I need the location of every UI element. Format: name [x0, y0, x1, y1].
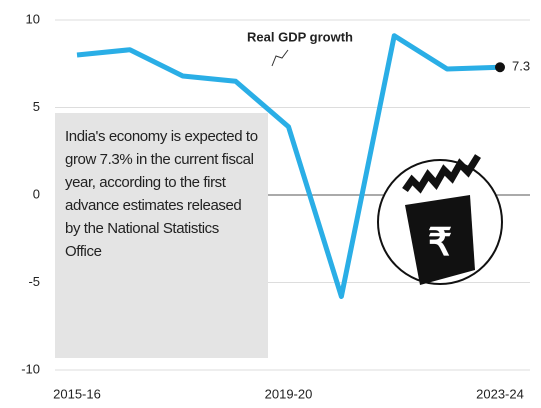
rupee-icon: ₹ [377, 154, 503, 285]
x-tick-label: 2015-16 [53, 386, 101, 401]
x-tick-label: 2019-20 [265, 386, 313, 401]
x-tick-label: 2023-24 [476, 386, 524, 401]
y-tick-label: 5 [33, 99, 40, 114]
leader [271, 49, 289, 67]
series-label: Real GDP growth [247, 29, 353, 44]
annotation-box: India's economy is expected to grow 7.3%… [55, 113, 268, 358]
svg-text:₹: ₹ [428, 222, 452, 264]
y-tick-label: -5 [28, 274, 40, 289]
value-label: 7.3 [512, 59, 530, 74]
y-tick-label: 10 [26, 11, 40, 26]
end-dot [495, 62, 505, 73]
y-tick-label: -10 [21, 361, 40, 376]
line [76, 33, 501, 299]
y-tick-label: 0 [33, 186, 40, 201]
